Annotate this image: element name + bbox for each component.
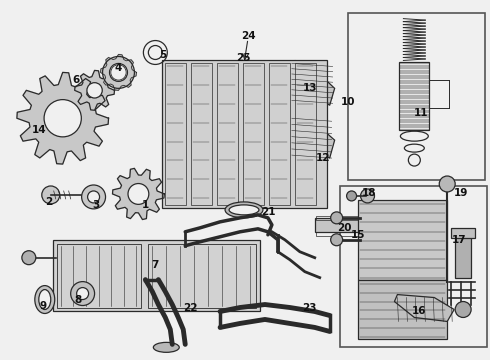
- Text: 22: 22: [183, 302, 197, 312]
- Circle shape: [76, 288, 89, 300]
- Circle shape: [82, 185, 105, 209]
- Bar: [455, 230, 471, 278]
- Text: 16: 16: [412, 306, 427, 316]
- Text: 1: 1: [142, 200, 149, 210]
- Polygon shape: [290, 60, 335, 105]
- Bar: [269, 63, 290, 205]
- Circle shape: [331, 234, 343, 246]
- Bar: [295, 63, 316, 205]
- Circle shape: [49, 104, 76, 132]
- Circle shape: [331, 212, 343, 224]
- Text: 18: 18: [362, 188, 377, 198]
- Text: 12: 12: [316, 153, 330, 163]
- Bar: [191, 63, 212, 205]
- Bar: [316, 232, 359, 236]
- Text: 13: 13: [302, 84, 317, 93]
- Text: 2: 2: [45, 197, 52, 207]
- Bar: [347, 13, 485, 180]
- Bar: [451, 228, 475, 238]
- Text: 11: 11: [414, 108, 429, 118]
- Text: 15: 15: [350, 230, 365, 240]
- Polygon shape: [394, 294, 454, 321]
- Bar: [217, 63, 238, 205]
- Bar: [162, 60, 327, 208]
- Ellipse shape: [225, 202, 263, 218]
- Text: 7: 7: [152, 260, 159, 270]
- Polygon shape: [74, 71, 115, 110]
- Bar: [358, 280, 447, 339]
- Text: 23: 23: [302, 302, 317, 312]
- Circle shape: [88, 191, 99, 203]
- Bar: [358, 200, 447, 280]
- Circle shape: [111, 65, 126, 80]
- Ellipse shape: [153, 342, 179, 352]
- Bar: [57, 244, 142, 307]
- Text: 5: 5: [159, 50, 166, 60]
- Text: 10: 10: [341, 97, 355, 107]
- Bar: [165, 63, 186, 205]
- Text: 6: 6: [72, 75, 79, 85]
- Circle shape: [89, 84, 100, 96]
- Text: 4: 4: [115, 63, 122, 73]
- Circle shape: [44, 100, 81, 137]
- Text: 19: 19: [454, 188, 468, 198]
- Text: 3: 3: [92, 200, 99, 210]
- Circle shape: [130, 186, 147, 202]
- Ellipse shape: [35, 285, 55, 314]
- Bar: [399, 62, 429, 130]
- Circle shape: [42, 186, 60, 204]
- Text: 14: 14: [31, 125, 46, 135]
- Circle shape: [22, 251, 36, 265]
- Circle shape: [87, 83, 102, 98]
- Bar: [243, 63, 264, 205]
- Ellipse shape: [229, 205, 259, 215]
- Text: 21: 21: [261, 207, 275, 217]
- Polygon shape: [100, 54, 136, 90]
- Circle shape: [439, 176, 455, 192]
- Bar: [53, 240, 260, 311]
- Polygon shape: [113, 168, 164, 220]
- Polygon shape: [17, 72, 108, 164]
- Bar: [315, 218, 360, 232]
- Text: 25: 25: [236, 54, 250, 63]
- Text: 24: 24: [241, 31, 255, 41]
- Circle shape: [346, 191, 357, 201]
- Circle shape: [110, 63, 127, 81]
- Circle shape: [455, 302, 471, 318]
- Bar: [316, 216, 359, 220]
- Polygon shape: [290, 115, 335, 158]
- Ellipse shape: [39, 289, 51, 310]
- Circle shape: [361, 189, 374, 203]
- Circle shape: [102, 57, 134, 88]
- Bar: [340, 186, 487, 347]
- Circle shape: [128, 184, 149, 204]
- Circle shape: [71, 282, 95, 306]
- Text: 8: 8: [74, 294, 81, 305]
- Text: 17: 17: [452, 235, 466, 245]
- Text: 9: 9: [39, 301, 47, 311]
- Text: 20: 20: [337, 223, 352, 233]
- Bar: [148, 244, 256, 307]
